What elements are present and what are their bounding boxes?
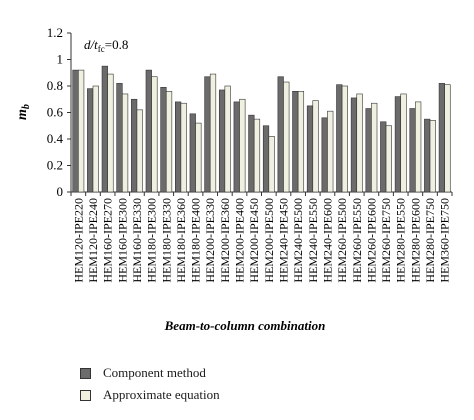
bar-component-method: [248, 114, 255, 193]
x-tick-label: HEM260-IPE500: [335, 198, 349, 283]
x-tick-label: HEM200-IPE450: [247, 198, 261, 283]
legend-swatch-component: [80, 367, 91, 379]
y-tick-label: 1.2: [47, 25, 63, 40]
bar-component-method: [233, 101, 240, 193]
bar-approximate-equation: [151, 76, 158, 193]
x-tick-label: HEM240-IPE500: [291, 198, 305, 283]
bar-component-method: [380, 121, 387, 193]
x-tick-label: HEM200-IPE360: [218, 198, 232, 283]
bar-approximate-equation: [209, 73, 217, 193]
x-tick-label: HEM120-IPE220: [71, 198, 85, 283]
bar-component-method: [424, 118, 431, 193]
bar-component-method: [218, 89, 226, 193]
bar-approximate-equation: [371, 102, 378, 193]
x-axis-label: Beam-to-column combination: [164, 318, 326, 333]
bar-approximate-equation: [180, 102, 187, 193]
bar-approximate-equation: [312, 100, 319, 193]
bar-component-method: [87, 88, 94, 193]
bar-approximate-equation: [92, 85, 99, 193]
bar-component-method: [175, 101, 182, 193]
bar-component-method: [409, 108, 416, 193]
bar-approximate-equation: [195, 122, 202, 193]
bar-approximate-equation: [283, 81, 290, 193]
bar-component-method: [189, 113, 196, 193]
bar-component-method: [145, 69, 152, 193]
y-tick-label: 0.8: [47, 78, 63, 93]
legend-label-approximate: Approximate equation: [103, 387, 220, 402]
x-tick-label: HEM160-IPE300: [115, 198, 129, 283]
bar-component-method: [350, 97, 358, 193]
x-tick-label: HEM260-IPE750: [379, 198, 393, 283]
bar-chart: 0 0.2 0.4 0.6 0.8 1 1.2 HEM120-IPE220 HEM120-IPE…: [15, 25, 453, 333]
bar-component-method: [321, 117, 328, 193]
y-tick-label: 0: [57, 184, 64, 199]
bar-component-method: [101, 65, 108, 193]
x-tick-label: HEM160-IPE330: [130, 198, 144, 283]
x-tick-label: HEM360-IPE750: [438, 198, 452, 283]
y-tick-label: 1: [57, 52, 64, 67]
legend-item-approximate: Approximate equation: [80, 384, 220, 406]
y-tick-label: 0.4: [47, 131, 64, 146]
bar-component-method: [438, 83, 445, 193]
x-tick-label: HEM260-IPE550: [350, 198, 364, 283]
x-tick-label: HEM180-IPE360: [174, 198, 188, 283]
bar-component-method: [160, 87, 167, 193]
x-tick-label: HEM200-IPE400: [233, 198, 247, 283]
x-tick-label: HEM280-IPE750: [423, 198, 437, 283]
x-tick-label: HEM240-IPE550: [306, 198, 320, 283]
x-tick-label: HEM200-IPE500: [262, 198, 276, 283]
x-tick-label: HEM280-IPE550: [394, 198, 408, 283]
bar-approximate-equation: [356, 93, 363, 193]
bar-component-method: [72, 69, 79, 193]
bar-component-method: [204, 76, 211, 193]
bar-component-method: [365, 108, 372, 193]
bar-approximate-equation: [268, 136, 275, 193]
y-tick-label: 0.2: [47, 158, 63, 173]
bar-component-method: [394, 96, 402, 193]
bar-approximate-equation: [415, 101, 422, 193]
bar-approximate-equation: [253, 118, 261, 193]
bar-approximate-equation: [239, 98, 246, 193]
bar-approximate-equation: [327, 110, 334, 193]
bar-approximate-equation: [165, 91, 173, 193]
x-tick-label: HEM180-IPE330: [159, 198, 173, 283]
bar-approximate-equation: [341, 85, 348, 193]
bar-approximate-equation: [136, 109, 143, 193]
y-axis-label: mb: [15, 104, 32, 120]
x-tick-label: HEM260-IPE600: [364, 198, 378, 283]
bar-approximate-equation: [385, 125, 392, 193]
y-tick-label: 0.6: [47, 105, 64, 120]
x-tick-label: HEM120-IPE240: [86, 198, 100, 283]
bar-component-method: [277, 76, 284, 193]
x-tick-label: HEM200-IPE330: [203, 198, 217, 283]
bar-component-method: [336, 84, 343, 193]
bar-approximate-equation: [121, 93, 129, 193]
bar-component-method: [131, 98, 138, 193]
ratio-annotation: d/tfc=0.8: [84, 37, 128, 54]
bar-component-method: [262, 125, 270, 193]
legend-item-component: Component method: [80, 362, 220, 384]
x-tick-label: HEM280-IPE600: [408, 198, 422, 283]
bar-approximate-equation: [297, 91, 305, 193]
x-tick-label: HEM180-IPE300: [145, 198, 159, 283]
bar-component-method: [306, 105, 314, 193]
bar-component-method: [116, 83, 123, 193]
legend-swatch-approximate: [80, 389, 91, 401]
plot-area: 0 0.2 0.4 0.6 0.8 1 1.2 HEM120-IPE220 HEM120-IPE…: [47, 25, 453, 283]
bar-approximate-equation: [400, 93, 407, 193]
bar-approximate-equation: [107, 73, 114, 193]
x-tick-label: HEM240-IPE600: [320, 198, 334, 283]
x-tick-label: HEM160-IPE270: [101, 198, 115, 283]
x-tick-label: HEM180-IPE400: [189, 198, 203, 283]
bar-approximate-equation: [429, 120, 436, 193]
legend: Component method Approximate equation: [80, 362, 220, 406]
bar-approximate-equation: [224, 85, 231, 193]
legend-label-component: Component method: [103, 365, 206, 380]
x-tick-label: HEM240-IPE450: [276, 198, 290, 283]
bar-approximate-equation: [78, 69, 85, 193]
bar-component-method: [292, 91, 299, 193]
bar-approximate-equation: [444, 84, 451, 193]
